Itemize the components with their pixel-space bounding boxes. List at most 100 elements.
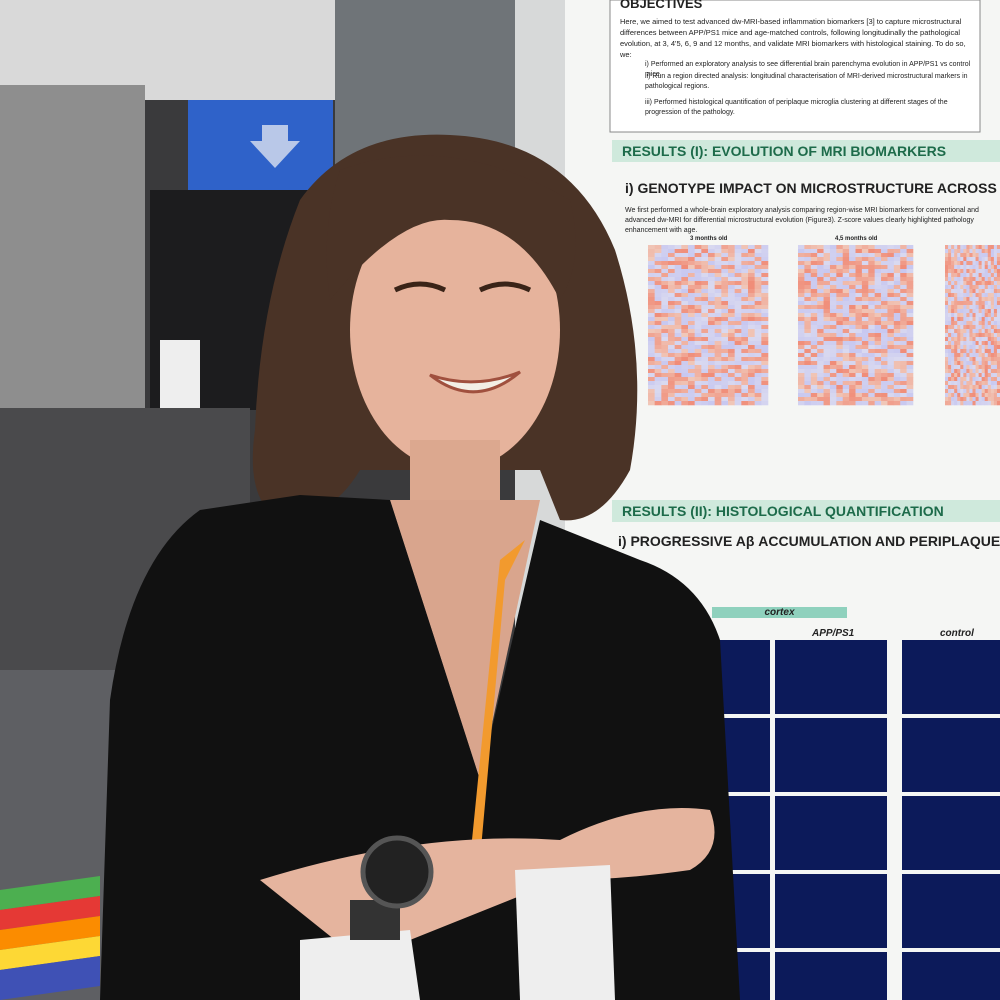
tile — [661, 277, 669, 282]
tile — [954, 293, 958, 298]
tile — [823, 345, 831, 350]
tile — [902, 718, 1000, 792]
tile — [861, 285, 869, 290]
tile — [661, 249, 669, 254]
tile — [881, 325, 888, 330]
tile — [836, 257, 844, 262]
tile — [993, 269, 998, 274]
tile — [741, 317, 749, 322]
tile — [969, 273, 973, 278]
tile — [881, 333, 888, 338]
tile — [694, 401, 702, 406]
tile — [957, 321, 961, 326]
tile — [829, 293, 837, 298]
tile — [661, 273, 669, 278]
tile — [960, 369, 964, 374]
tile — [701, 309, 709, 314]
tile — [945, 261, 949, 266]
tile — [881, 329, 888, 334]
tile — [945, 361, 949, 366]
tile — [817, 313, 824, 318]
tile — [674, 353, 682, 358]
tile — [741, 277, 749, 282]
tile — [674, 329, 682, 334]
tile — [975, 325, 979, 330]
tile — [734, 333, 742, 338]
tile — [804, 325, 812, 330]
tile — [993, 385, 998, 390]
tile — [804, 269, 812, 274]
tile — [990, 273, 995, 278]
tile — [817, 257, 824, 262]
tile — [906, 365, 914, 370]
tile — [654, 249, 662, 254]
tile — [654, 285, 662, 290]
tile — [981, 321, 986, 326]
tile — [648, 345, 655, 350]
tile — [714, 345, 722, 350]
tile — [829, 313, 837, 318]
tile — [975, 353, 979, 358]
tile — [990, 393, 995, 398]
tile — [721, 385, 729, 390]
tile — [829, 337, 837, 342]
tile — [754, 249, 762, 254]
tile — [761, 313, 769, 318]
tile — [975, 313, 979, 318]
tile — [874, 325, 882, 330]
tile — [984, 289, 989, 294]
heatmap-label: 4,5 months old — [835, 236, 878, 242]
tile — [987, 309, 992, 314]
tile — [694, 309, 702, 314]
tile — [966, 261, 970, 266]
tile — [874, 393, 882, 398]
tile — [728, 277, 735, 282]
tile — [708, 329, 715, 334]
tile — [688, 253, 695, 258]
tile — [804, 249, 812, 254]
tile — [810, 301, 818, 306]
tile — [906, 253, 914, 258]
tile — [861, 361, 869, 366]
tile — [661, 393, 669, 398]
tile — [681, 397, 689, 402]
tile — [810, 313, 818, 318]
tile — [804, 305, 812, 310]
tile — [868, 313, 875, 318]
tile — [708, 309, 715, 314]
tile — [849, 305, 856, 310]
tile — [694, 313, 702, 318]
tile — [984, 341, 989, 346]
tile — [966, 349, 970, 354]
tile — [668, 333, 675, 338]
tile — [893, 297, 901, 302]
tile — [945, 253, 949, 258]
tile — [902, 640, 1000, 714]
tile — [694, 329, 702, 334]
tile — [654, 289, 662, 294]
tile — [754, 381, 762, 386]
tile — [984, 301, 989, 306]
tile — [674, 325, 682, 330]
tile — [761, 249, 769, 254]
tile — [969, 269, 973, 274]
tile — [661, 329, 669, 334]
tile — [694, 253, 702, 258]
tile — [798, 397, 805, 402]
tile — [963, 273, 967, 278]
tile — [748, 269, 755, 274]
tile — [975, 369, 979, 374]
tile — [874, 313, 882, 318]
tile — [708, 253, 715, 258]
tile — [701, 253, 709, 258]
tile — [969, 313, 973, 318]
tile — [887, 305, 895, 310]
tile — [648, 257, 655, 262]
tile — [972, 357, 976, 362]
tile — [714, 317, 722, 322]
tile — [868, 281, 875, 286]
tile — [661, 401, 669, 406]
arrow-icon — [250, 125, 300, 168]
tile — [648, 321, 655, 326]
